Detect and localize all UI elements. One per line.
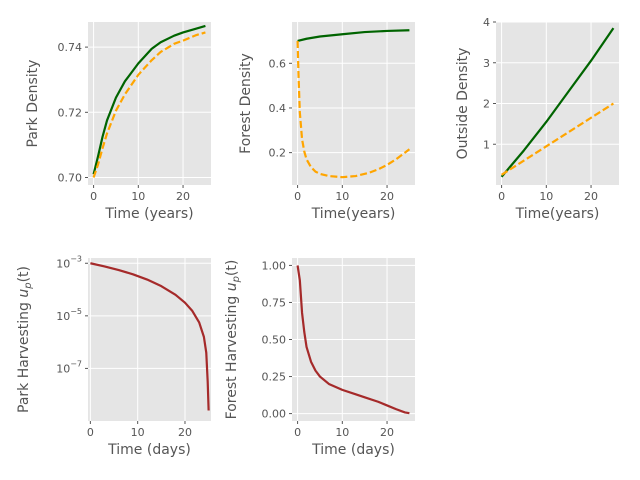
forest-harvesting-xtick-label-2: 20	[380, 426, 394, 439]
park-density-ytick-label-2: 0.74	[58, 41, 83, 54]
outside-density-xtick-label-2: 20	[584, 190, 598, 203]
forest-density-xlabel: Time(years)	[311, 206, 396, 222]
forest-harvesting-ytick-label-3: 0.75	[262, 296, 287, 309]
forest-harvesting-xtick-label-0: 0	[294, 426, 301, 439]
park-harvesting-series-0-line	[90, 262, 210, 411]
park-harvesting-ytick-base-1: 10	[56, 310, 70, 323]
park-harvesting-ytick-exponent-1: −5	[70, 307, 82, 316]
park-density-xtick-label-2: 20	[176, 190, 190, 203]
forest-harvesting-ylabel-math: u	[224, 282, 240, 291]
park-density-panel: 0 10 20 0.70 0.72 0.74 Time (years) Park Densit…	[25, 22, 211, 222]
forest-density-panel: 0 10 20 0.2 0.4 0.6 Time(years) Forest Density	[238, 22, 415, 222]
park-harvesting-ylabel: Park Harvesting up(t)	[16, 266, 34, 413]
park-density-ytick-label-0: 0.70	[58, 172, 83, 185]
outside-density-ytick-label-3: 4	[483, 16, 490, 29]
park-harvesting-ylabel-tail: (t)	[16, 266, 32, 282]
park-harvesting-ytick-exponent-2: −7	[70, 359, 82, 368]
forest-density-xtick-label-2: 20	[380, 190, 394, 203]
forest-density-xtick-label-0: 0	[294, 190, 301, 203]
outside-density-ytick-label-1: 2	[483, 98, 490, 111]
outside-density-panel: 0 10 20 1 2 3 4 Time(years) Outside Density	[455, 16, 619, 222]
forest-harvesting-ytick-label-2: 0.50	[262, 334, 287, 347]
forest-harvesting-series-0-line	[296, 265, 410, 415]
forest-density-plot-area	[292, 22, 415, 185]
park-harvesting-plot-area	[88, 258, 211, 421]
forest-harvesting-xlabel: Time (days)	[311, 442, 395, 458]
forest-density-ytick-label-1: 0.4	[269, 102, 287, 115]
outside-density-ytick-label-0: 1	[483, 138, 490, 151]
park-density-xtick-label-1: 10	[131, 190, 145, 203]
forest-harvesting-panel: 0 10 20 0.00 0.25 0.50 0.75 1.00 Time (days) Fore…	[224, 258, 415, 458]
outside-density-xtick-label-1: 10	[539, 190, 553, 203]
park-density-series-0-line	[92, 24, 206, 175]
forest-harvesting-ylabel-main: Forest Harvesting	[224, 291, 240, 419]
park-harvesting-xlabel: Time (days)	[107, 442, 191, 458]
park-density-xtick-label-0: 0	[90, 190, 97, 203]
park-harvesting-xtick-label-0: 0	[87, 426, 94, 439]
forest-density-ytick-label-0: 0.2	[269, 147, 287, 160]
park-harvesting-ylabel-sub: p	[23, 282, 34, 289]
forest-density-series-0-line	[297, 29, 410, 43]
park-density-ytick-label-1: 0.72	[58, 106, 83, 119]
park-harvesting-ytick-label-0: 10−3	[56, 254, 82, 270]
park-harvesting-xtick-label-1: 10	[131, 426, 145, 439]
outside-density-xtick-label-0: 0	[498, 190, 505, 203]
park-harvesting-ytick-label-2: 10−7	[56, 359, 82, 375]
forest-density-ylabel: Forest Density	[238, 53, 254, 154]
park-density-xlabel: Time (years)	[104, 206, 193, 222]
park-density-series-1-line	[92, 31, 206, 178]
forest-density-ytick-label-2: 0.6	[269, 57, 287, 70]
forest-harvesting-ytick-label-0: 0.00	[262, 408, 287, 421]
forest-density-series-1-line	[296, 40, 411, 179]
outside-density-ylabel: Outside Density	[455, 48, 471, 160]
forest-density-xtick-label-1: 10	[335, 190, 349, 203]
park-harvesting-xtick-label-2: 20	[178, 426, 192, 439]
park-harvesting-ylabel-math: u	[16, 289, 32, 298]
park-harvesting-ylabel-main: Park Harvesting	[16, 298, 32, 413]
forest-harvesting-xtick-label-1: 10	[335, 426, 349, 439]
outside-density-xlabel: Time(years)	[515, 206, 600, 222]
forest-harvesting-ylabel-sub: p	[231, 276, 242, 283]
forest-harvesting-ylabel-tail: (t)	[224, 260, 240, 276]
park-harvesting-ytick-base-2: 10	[56, 362, 70, 375]
park-harvesting-ytick-exponent-0: −3	[70, 254, 82, 263]
park-density-ylabel: Park Density	[25, 60, 41, 148]
forest-harvesting-ytick-label-4: 1.00	[262, 259, 287, 272]
park-harvesting-ytick-label-1: 10−5	[56, 307, 82, 323]
forest-harvesting-ylabel: Forest Harvesting up(t)	[224, 260, 242, 420]
outside-density-ytick-label-2: 3	[483, 57, 490, 70]
forest-harvesting-ytick-label-1: 0.25	[262, 371, 287, 384]
outside-density-series-0-line	[500, 27, 615, 178]
park-harvesting-ytick-base-0: 10	[56, 257, 70, 270]
outside-density-series-1-line	[500, 102, 615, 176]
park-density-plot-area	[88, 22, 211, 185]
